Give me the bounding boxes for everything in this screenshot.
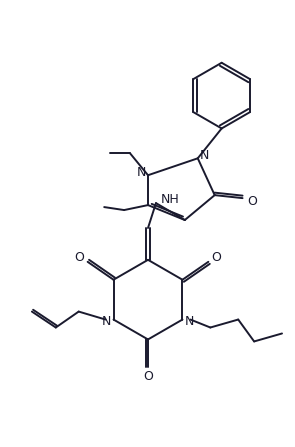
Text: O: O: [143, 370, 153, 383]
Text: N: N: [102, 315, 111, 328]
Text: O: O: [248, 194, 258, 207]
Text: O: O: [212, 251, 221, 264]
Text: N: N: [200, 149, 209, 162]
Text: N: N: [136, 166, 146, 179]
Text: N: N: [185, 315, 194, 328]
Text: NH: NH: [160, 193, 179, 206]
Text: O: O: [75, 251, 85, 264]
